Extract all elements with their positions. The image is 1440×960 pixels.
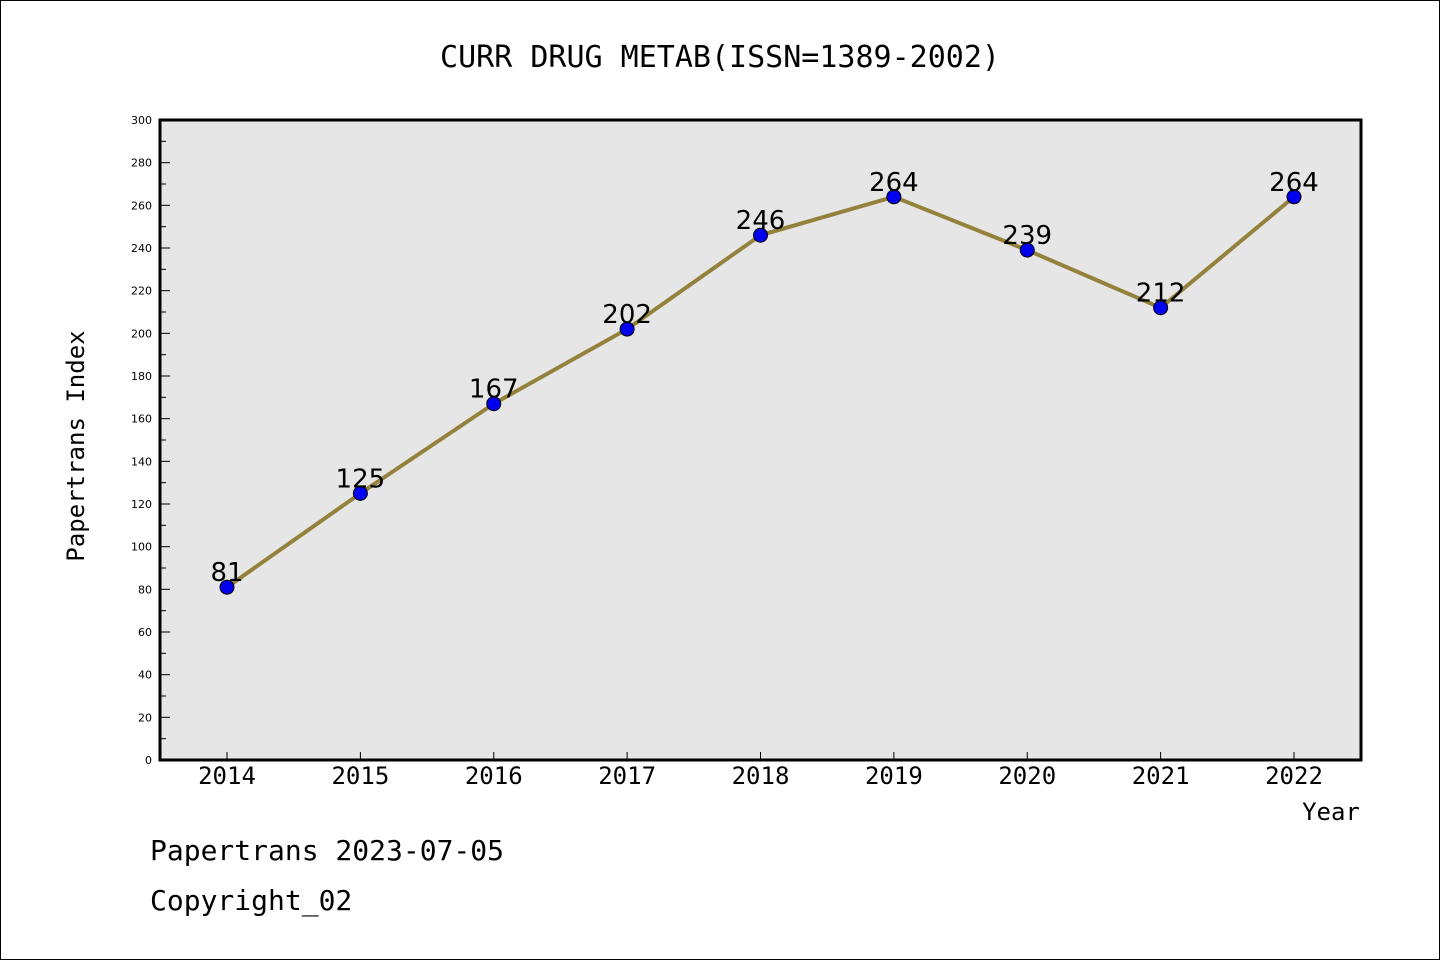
data-label: 239 (1002, 221, 1052, 251)
y-tick-label: 220 (131, 285, 152, 298)
data-point (1153, 300, 1169, 316)
x-tick-label: 2014 (198, 762, 256, 790)
data-point (619, 321, 635, 337)
data-label: 167 (469, 375, 519, 405)
data-label: 81 (210, 558, 243, 588)
y-tick-label: 0 (145, 754, 152, 767)
x-tick-label: 2019 (865, 762, 923, 790)
y-tick-label: 180 (131, 370, 152, 383)
x-axis-label: Year (1302, 798, 1360, 826)
y-tick-label: 80 (138, 583, 152, 596)
y-tick-label: 100 (131, 541, 152, 554)
y-tick-label: 40 (138, 669, 152, 682)
y-tick-label: 260 (131, 199, 152, 212)
y-tick-label: 280 (131, 157, 152, 170)
data-point (486, 396, 502, 412)
data-label: 125 (336, 464, 386, 494)
data-labels: 81 125 167 202 246 264 239 212 264 (210, 168, 1318, 588)
data-point (753, 227, 768, 243)
data-point (352, 485, 368, 501)
data-point (1019, 242, 1035, 258)
data-label: 264 (1269, 168, 1319, 198)
chart-title: CURR DRUG METAB(ISSN=1389-2002) (440, 40, 1000, 75)
y-tick-label: 240 (131, 242, 152, 255)
x-tick-label: 2020 (998, 762, 1056, 790)
y-tick-label: 200 (131, 327, 152, 340)
y-tick-label: 160 (131, 413, 152, 426)
y-tick-label: 20 (138, 711, 152, 724)
footer-date: Papertrans 2023-07-05 (150, 834, 505, 867)
x-tick-label: 2021 (1132, 762, 1190, 790)
data-label: 212 (1136, 279, 1186, 309)
data-points (219, 189, 1302, 595)
x-axis: 2014 2015 2016 2017 2018 2019 2020 2021 2022 (198, 752, 1323, 790)
y-tick-label: 120 (131, 498, 152, 511)
data-point (1286, 189, 1302, 205)
data-label: 264 (869, 168, 919, 198)
data-label: 246 (736, 206, 786, 236)
data-point (886, 189, 902, 205)
data-label: 202 (602, 300, 652, 330)
footer-copyright: Copyright_02 (150, 884, 353, 917)
data-point (219, 579, 235, 595)
plot-area (158, 118, 1363, 762)
y-tick-label: 300 (131, 114, 152, 127)
y-tick-label: 140 (131, 455, 152, 468)
y-tick-label: 60 (138, 626, 152, 639)
x-tick-label: 2022 (1265, 762, 1323, 790)
y-axis: 0 20 40 60 80 100 120 140 160 180 200 220 240 260 280 3… (131, 114, 170, 767)
x-tick-label: 2015 (331, 762, 389, 790)
x-tick-label: 2017 (598, 762, 656, 790)
x-tick-label: 2016 (465, 762, 523, 790)
y-axis-label: Papertrans Index (62, 330, 90, 561)
x-tick-label: 2018 (732, 762, 790, 790)
